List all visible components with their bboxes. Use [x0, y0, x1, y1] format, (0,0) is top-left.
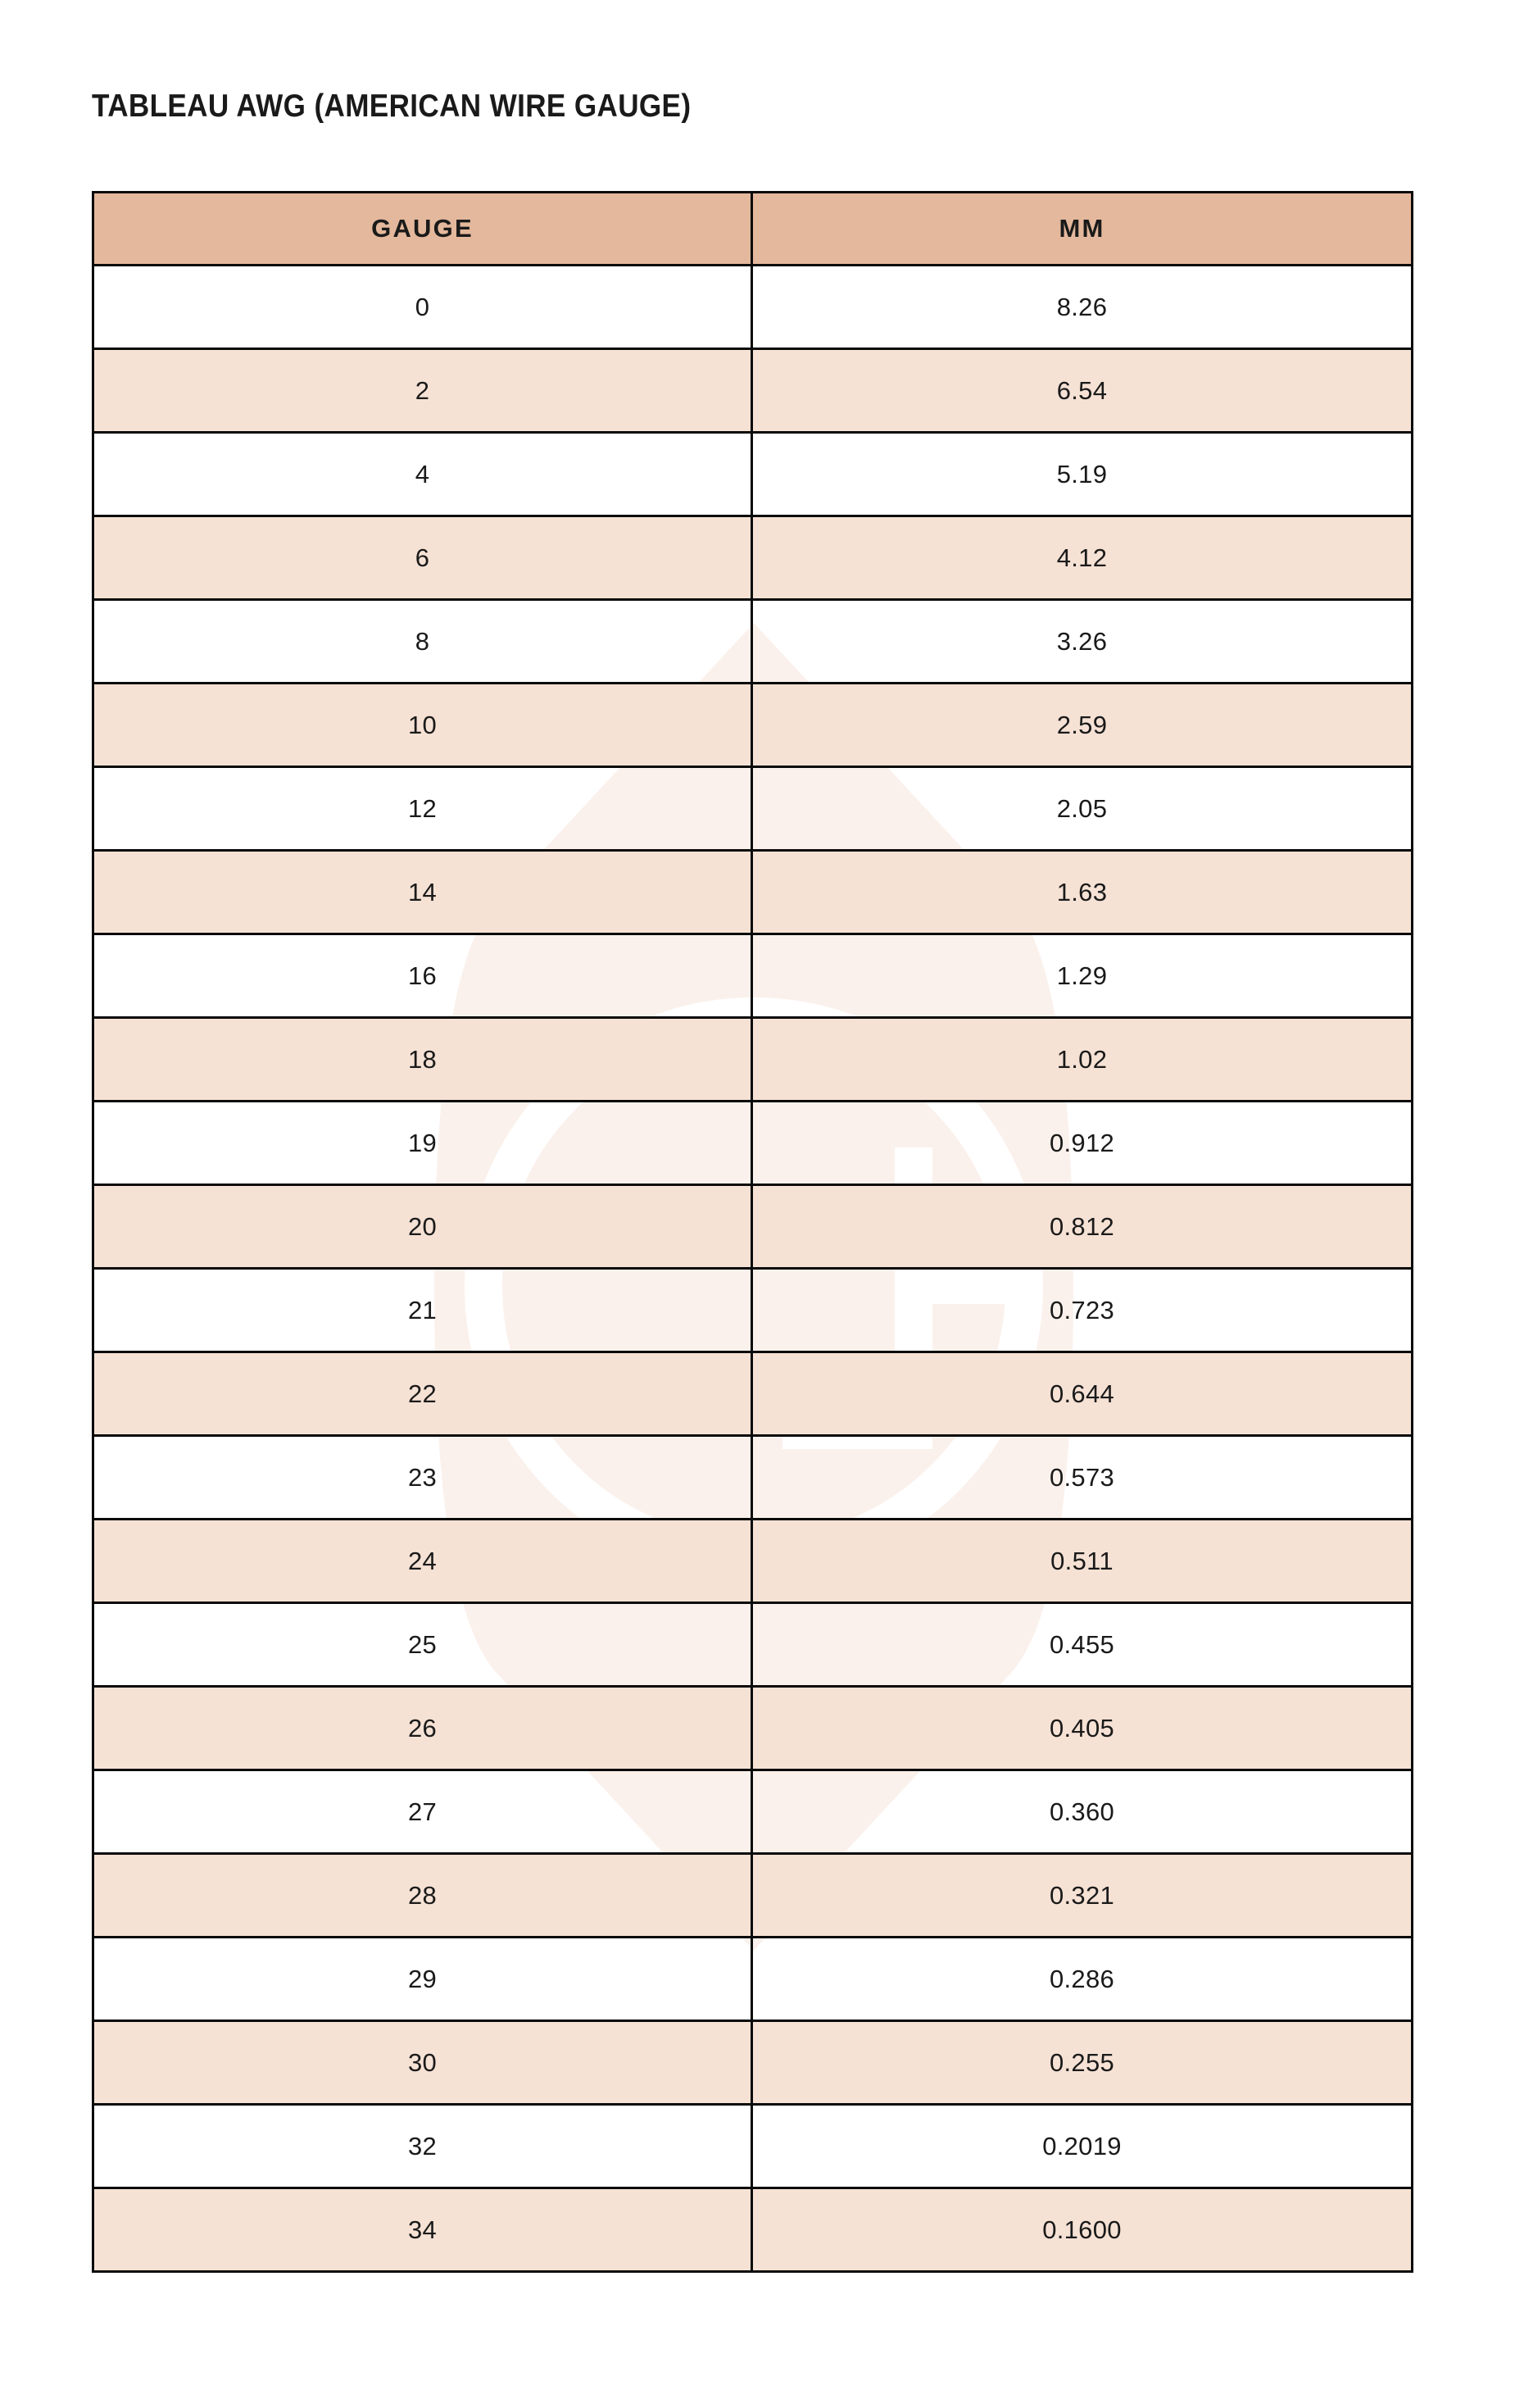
cell-gauge: 21 — [92, 1267, 753, 1353]
cell-mm: 5.19 — [751, 431, 1413, 517]
table-row: 18 1.02 — [92, 1016, 1413, 1102]
cell-gauge: 29 — [92, 1936, 753, 2022]
cell-mm: 0.644 — [751, 1351, 1413, 1437]
cell-mm: 0.455 — [751, 1602, 1413, 1688]
cell-mm: 1.02 — [751, 1016, 1413, 1102]
cell-gauge: 14 — [92, 849, 753, 935]
table-row: 12 2.05 — [92, 766, 1413, 852]
table-row: 16 1.29 — [92, 933, 1413, 1019]
column-header-gauge: GAUGE — [92, 191, 753, 266]
table-row: 28 0.321 — [92, 1852, 1413, 1938]
cell-gauge: 2 — [92, 348, 753, 434]
table-row: 26 0.405 — [92, 1685, 1413, 1771]
table-row: 24 0.511 — [92, 1518, 1413, 1604]
cell-gauge: 34 — [92, 2187, 753, 2273]
table-row: 25 0.455 — [92, 1602, 1413, 1688]
table-row: 29 0.286 — [92, 1936, 1413, 2022]
cell-gauge: 19 — [92, 1100, 753, 1186]
cell-mm: 8.26 — [751, 264, 1413, 350]
table-row: 30 0.255 — [92, 2020, 1413, 2106]
cell-gauge: 32 — [92, 2103, 753, 2189]
cell-mm: 3.26 — [751, 598, 1413, 684]
cell-mm: 0.912 — [751, 1100, 1413, 1186]
cell-gauge: 4 — [92, 431, 753, 517]
cell-mm: 0.723 — [751, 1267, 1413, 1353]
cell-mm: 1.63 — [751, 849, 1413, 935]
table-row: 2 6.54 — [92, 348, 1413, 434]
table-row: 34 0.1600 — [92, 2187, 1413, 2273]
cell-gauge: 18 — [92, 1016, 753, 1102]
table-row: 8 3.26 — [92, 598, 1413, 684]
cell-mm: 0.573 — [751, 1434, 1413, 1520]
table-row: 6 4.12 — [92, 515, 1413, 601]
cell-gauge: 23 — [92, 1434, 753, 1520]
cell-gauge: 24 — [92, 1518, 753, 1604]
cell-gauge: 12 — [92, 766, 753, 852]
cell-gauge: 27 — [92, 1769, 753, 1855]
cell-mm: 0.511 — [751, 1518, 1413, 1604]
cell-mm: 2.59 — [751, 682, 1413, 768]
cell-mm: 2.05 — [751, 766, 1413, 852]
table-row: 23 0.573 — [92, 1434, 1413, 1520]
column-header-mm: MM — [751, 191, 1413, 266]
cell-gauge: 0 — [92, 264, 753, 350]
table-row: 27 0.360 — [92, 1769, 1413, 1855]
cell-mm: 0.286 — [751, 1936, 1413, 2022]
cell-gauge: 16 — [92, 933, 753, 1019]
cell-gauge: 20 — [92, 1184, 753, 1270]
table-body: 0 8.26 2 6.54 4 5.19 6 4.12 8 3.26 10 2.59 12 2.05 14 1… — [92, 264, 1413, 2273]
cell-gauge: 10 — [92, 682, 753, 768]
table-row: 0 8.26 — [92, 264, 1413, 350]
awg-table-container: GAUGE MM 0 8.26 2 6.54 4 5.19 6 4.12 8 3.26 10 2.59… — [92, 191, 1413, 2273]
table-row: 32 0.2019 — [92, 2103, 1413, 2189]
cell-gauge: 8 — [92, 598, 753, 684]
cell-gauge: 6 — [92, 515, 753, 601]
cell-mm: 6.54 — [751, 348, 1413, 434]
cell-gauge: 28 — [92, 1852, 753, 1938]
cell-mm: 0.2019 — [751, 2103, 1413, 2189]
cell-gauge: 30 — [92, 2020, 753, 2106]
cell-mm: 1.29 — [751, 933, 1413, 1019]
table-row: 4 5.19 — [92, 431, 1413, 517]
awg-table: GAUGE MM 0 8.26 2 6.54 4 5.19 6 4.12 8 3.26 10 2.59… — [92, 191, 1413, 2273]
cell-gauge: 22 — [92, 1351, 753, 1437]
table-row: 10 2.59 — [92, 682, 1413, 768]
cell-mm: 0.812 — [751, 1184, 1413, 1270]
page-title: TABLEAU AWG (AMERICAN WIRE GAUGE) — [92, 89, 692, 124]
table-header-row: GAUGE MM — [92, 191, 1413, 266]
cell-mm: 0.1600 — [751, 2187, 1413, 2273]
cell-gauge: 26 — [92, 1685, 753, 1771]
cell-mm: 0.255 — [751, 2020, 1413, 2106]
table-row: 20 0.812 — [92, 1184, 1413, 1270]
cell-mm: 4.12 — [751, 515, 1413, 601]
cell-mm: 0.405 — [751, 1685, 1413, 1771]
table-row: 14 1.63 — [92, 849, 1413, 935]
table-row: 19 0.912 — [92, 1100, 1413, 1186]
table-row: 22 0.644 — [92, 1351, 1413, 1437]
cell-mm: 0.321 — [751, 1852, 1413, 1938]
table-header: GAUGE MM — [92, 191, 1413, 266]
cell-gauge: 25 — [92, 1602, 753, 1688]
cell-mm: 0.360 — [751, 1769, 1413, 1855]
table-row: 21 0.723 — [92, 1267, 1413, 1353]
